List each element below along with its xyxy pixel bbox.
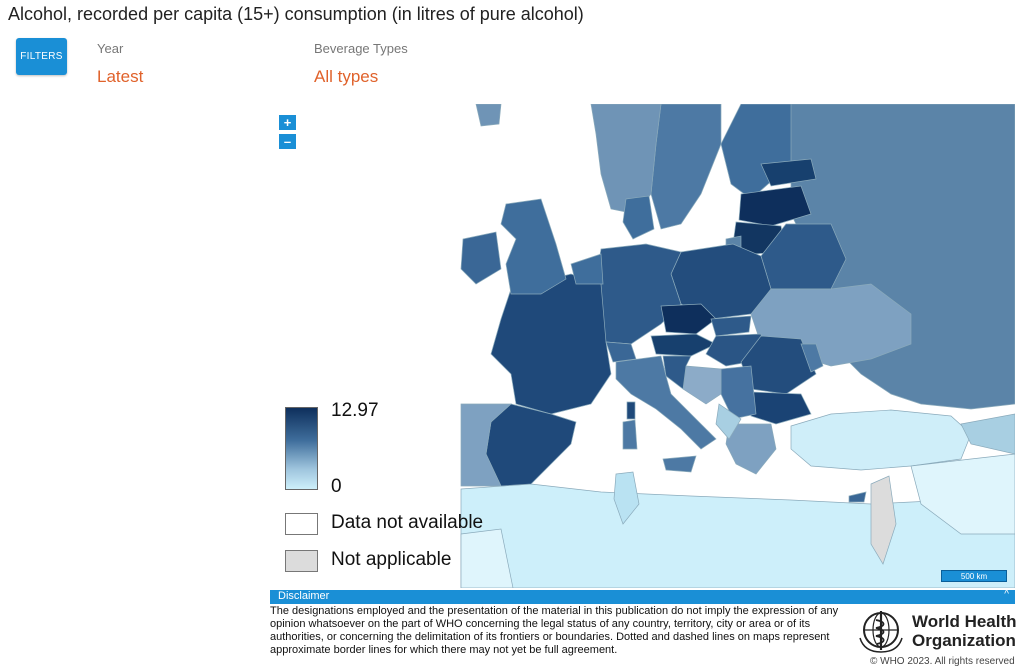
who-emblem-icon [859,611,903,653]
filters-button[interactable]: FILTERS [16,38,67,75]
copyright-text: © WHO 2023. All rights reserved [870,656,1015,667]
legend-max-value: 12.97 [331,400,379,421]
legend-min-value: 0 [331,476,342,497]
map-svg[interactable] [271,104,1015,588]
region-bulgaria [750,391,812,425]
region-uk [500,198,567,295]
region-switzerland [605,341,637,363]
region-benelux [570,253,604,285]
region-albania-macedonia [715,403,742,440]
page-title: Alcohol, recorded per capita (15+) consu… [8,4,584,24]
legend-no-data-swatch [285,513,318,535]
year-filter-value[interactable]: Latest [97,67,144,86]
region-caucasus [960,413,1015,455]
disclaimer-text: The designations employed and the presen… [270,605,839,656]
legend-not-applicable-label: Not applicable [331,549,452,570]
region-italy [615,355,717,450]
region-corsica [626,401,636,420]
legend-not-applicable-swatch [285,550,318,572]
disclaimer-bar[interactable]: Disclaimer ^ [270,589,1015,604]
region-syria-iraq [910,453,1015,535]
zoom-in-button[interactable]: + [279,115,296,130]
region-balkans-west [682,365,722,405]
region-austria [650,333,717,357]
beverage-filter-value[interactable]: All types [314,67,379,86]
disclaimer-toggle-icon[interactable]: ^ [1004,589,1009,600]
region-iceland-edge [475,104,502,127]
region-denmark [622,195,655,240]
year-filter-label: Year [97,41,124,56]
region-western-sahara-area [460,528,514,588]
region-turkey [790,409,972,471]
region-portugal [460,403,512,487]
disclaimer-title: Disclaimer [278,590,330,602]
region-estonia [760,158,817,187]
legend-no-data-label: Data not available [331,512,484,533]
region-spain [485,403,577,487]
region-levant [870,475,897,565]
region-tunisia [613,471,640,525]
region-czechia [660,303,717,335]
legend-color-ramp [285,407,318,490]
region-ireland [460,231,502,285]
region-slovakia [710,315,752,337]
region-cyprus [848,491,867,503]
scale-bar: 500 km [941,570,1007,582]
region-greece [725,423,777,475]
region-sicily [662,455,697,473]
zoom-out-button[interactable]: – [279,134,296,149]
choropleth-map[interactable] [271,104,1015,588]
who-organization-name: World Health Organization [912,612,1017,650]
beverage-filter-label: Beverage Types [314,41,408,56]
region-moldova [800,343,824,373]
region-sardinia [622,419,638,450]
region-latvia [738,185,812,227]
region-norway [590,104,662,215]
region-france [490,273,612,415]
region-sweden [650,104,722,230]
